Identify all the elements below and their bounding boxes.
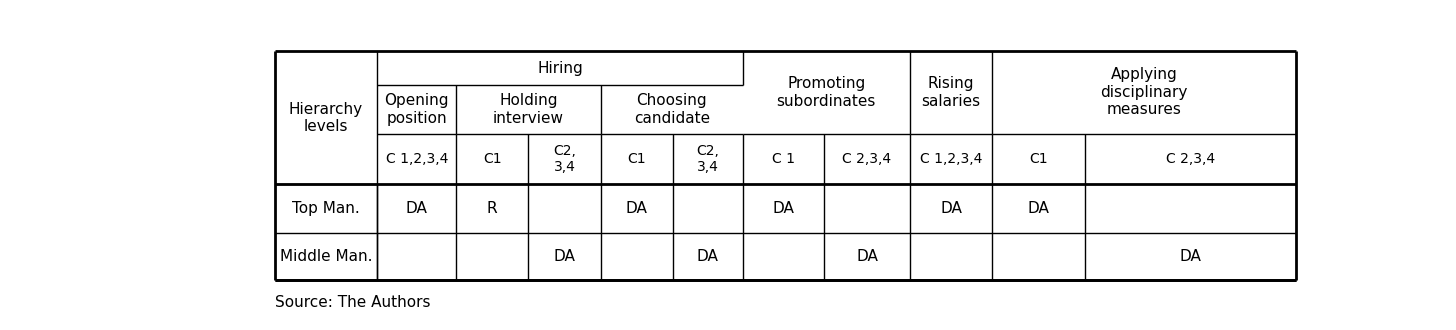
Text: Applying
disciplinary
measures: Applying disciplinary measures xyxy=(1101,67,1188,117)
Text: C 2,3,4: C 2,3,4 xyxy=(843,152,891,166)
Text: C1: C1 xyxy=(1029,152,1048,166)
Text: R: R xyxy=(486,201,498,216)
Text: DA: DA xyxy=(941,201,962,216)
Text: DA: DA xyxy=(773,201,795,216)
Text: Choosing
candidate: Choosing candidate xyxy=(633,93,709,126)
Text: Middle Man.: Middle Man. xyxy=(280,249,373,264)
Text: C 1,2,3,4: C 1,2,3,4 xyxy=(386,152,448,166)
Text: C2,
3,4: C2, 3,4 xyxy=(553,144,577,174)
Text: Hierarchy
levels: Hierarchy levels xyxy=(288,102,363,134)
Text: Holding
interview: Holding interview xyxy=(494,93,563,126)
Text: Opening
position: Opening position xyxy=(384,93,448,126)
Text: DA: DA xyxy=(553,249,575,264)
Text: C 1: C 1 xyxy=(772,152,795,166)
Text: DA: DA xyxy=(1028,201,1050,216)
Text: C1: C1 xyxy=(483,152,502,166)
Text: C1: C1 xyxy=(628,152,646,166)
Text: Rising
salaries: Rising salaries xyxy=(922,76,980,109)
Text: DA: DA xyxy=(856,249,878,264)
Text: C2,
3,4: C2, 3,4 xyxy=(696,144,719,174)
Text: Top Man.: Top Man. xyxy=(293,201,360,216)
Text: DA: DA xyxy=(406,201,428,216)
Text: C 2,3,4: C 2,3,4 xyxy=(1166,152,1214,166)
Text: DA: DA xyxy=(626,201,648,216)
Text: Promoting
subordinates: Promoting subordinates xyxy=(776,76,877,109)
Text: C 1,2,3,4: C 1,2,3,4 xyxy=(920,152,983,166)
Text: DA: DA xyxy=(697,249,719,264)
Text: DA: DA xyxy=(1179,249,1201,264)
Text: Hiring: Hiring xyxy=(537,61,582,76)
Text: Source: The Authors: Source: The Authors xyxy=(275,295,430,310)
